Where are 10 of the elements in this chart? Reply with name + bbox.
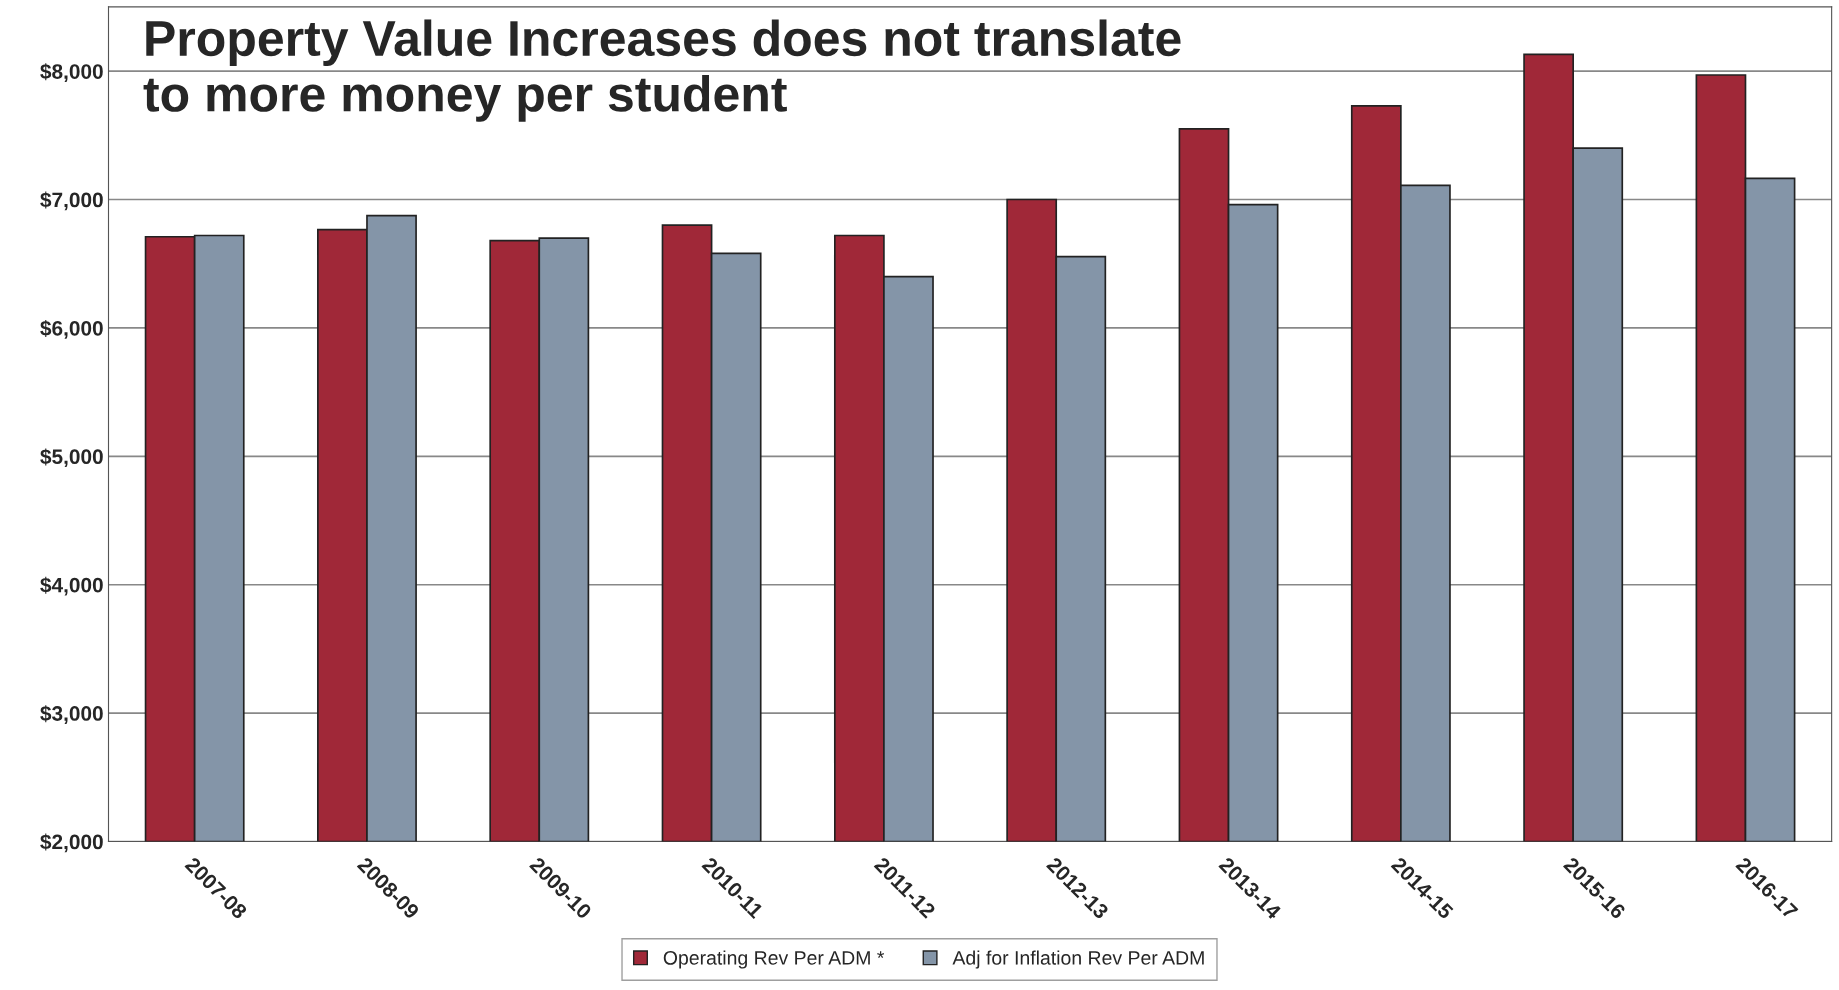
- y-tick-label: $7,000: [40, 191, 103, 211]
- y-tick-label: $2,000: [40, 833, 103, 853]
- y-tick-label: $8,000: [40, 63, 103, 82]
- y-tick-label: $4,000: [40, 576, 103, 596]
- legend-label: Operating Rev Per ADM *: [663, 950, 885, 969]
- y-tick-label: $6,000: [40, 320, 103, 339]
- y-tick-label: $5,000: [40, 448, 103, 468]
- y-tick-label: $3,000: [40, 705, 103, 724]
- legend-label: Adj for Inflation Rev Per ADM: [952, 950, 1204, 969]
- text: Property Value Increases does not translate to more money per student: [143, 19, 1181, 122]
